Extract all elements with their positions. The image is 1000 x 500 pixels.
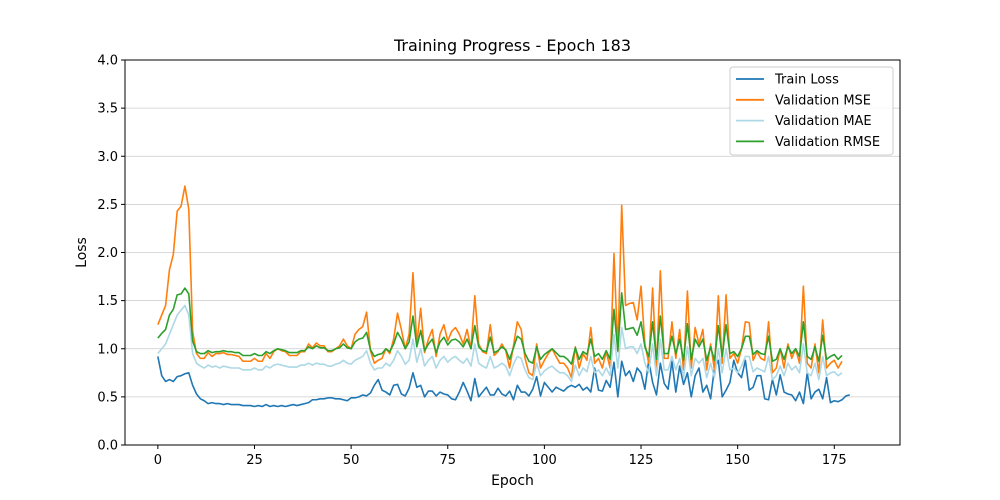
y-tick-label: 4.0 [97, 54, 118, 69]
y-axis-title: Loss [74, 237, 90, 268]
x-tick-label: 75 [439, 453, 456, 468]
y-tick-label: 2.0 [97, 246, 118, 261]
series-line-train-loss [157, 356, 850, 408]
y-tick-label: 1.5 [97, 294, 118, 309]
x-tick-label: 125 [629, 453, 654, 468]
x-tick-label: 0 [154, 453, 162, 468]
series-lines [157, 185, 850, 408]
x-axis: 0 25 50 75 100 125 150 175 [154, 445, 847, 468]
chart-title: Training Progress - Epoch 183 [393, 36, 631, 55]
y-tick-label: 0.0 [97, 439, 118, 454]
series-line-validation-rmse [157, 287, 843, 365]
series-line-validation-mae [157, 304, 843, 383]
x-tick-label: 150 [725, 453, 750, 468]
y-axis: 0.0 0.5 1.0 1.5 2.0 2.5 3.0 3.5 4.0 [97, 54, 125, 454]
legend-label-validation-mae: Validation MAE [775, 114, 872, 129]
x-tick-label: 50 [343, 453, 360, 468]
x-tick-label: 100 [532, 453, 557, 468]
x-tick-label: 25 [246, 453, 263, 468]
legend-box [729, 66, 894, 156]
y-tick-label: 3.0 [97, 150, 118, 165]
legend: Train Loss Validation MSE Validation MAE Va… [729, 66, 894, 156]
y-tick-label: 3.5 [97, 102, 118, 117]
x-axis-title: Epoch [491, 473, 534, 489]
x-tick-label: 175 [822, 453, 847, 468]
y-tick-label: 0.5 [97, 390, 118, 405]
y-tick-label: 1.0 [97, 342, 118, 357]
y-tick-label: 2.5 [97, 198, 118, 213]
legend-label-train-loss: Train Loss [774, 73, 839, 88]
legend-label-validation-mse: Validation MSE [775, 93, 871, 108]
legend-label-validation-rmse: Validation RMSE [775, 135, 880, 150]
